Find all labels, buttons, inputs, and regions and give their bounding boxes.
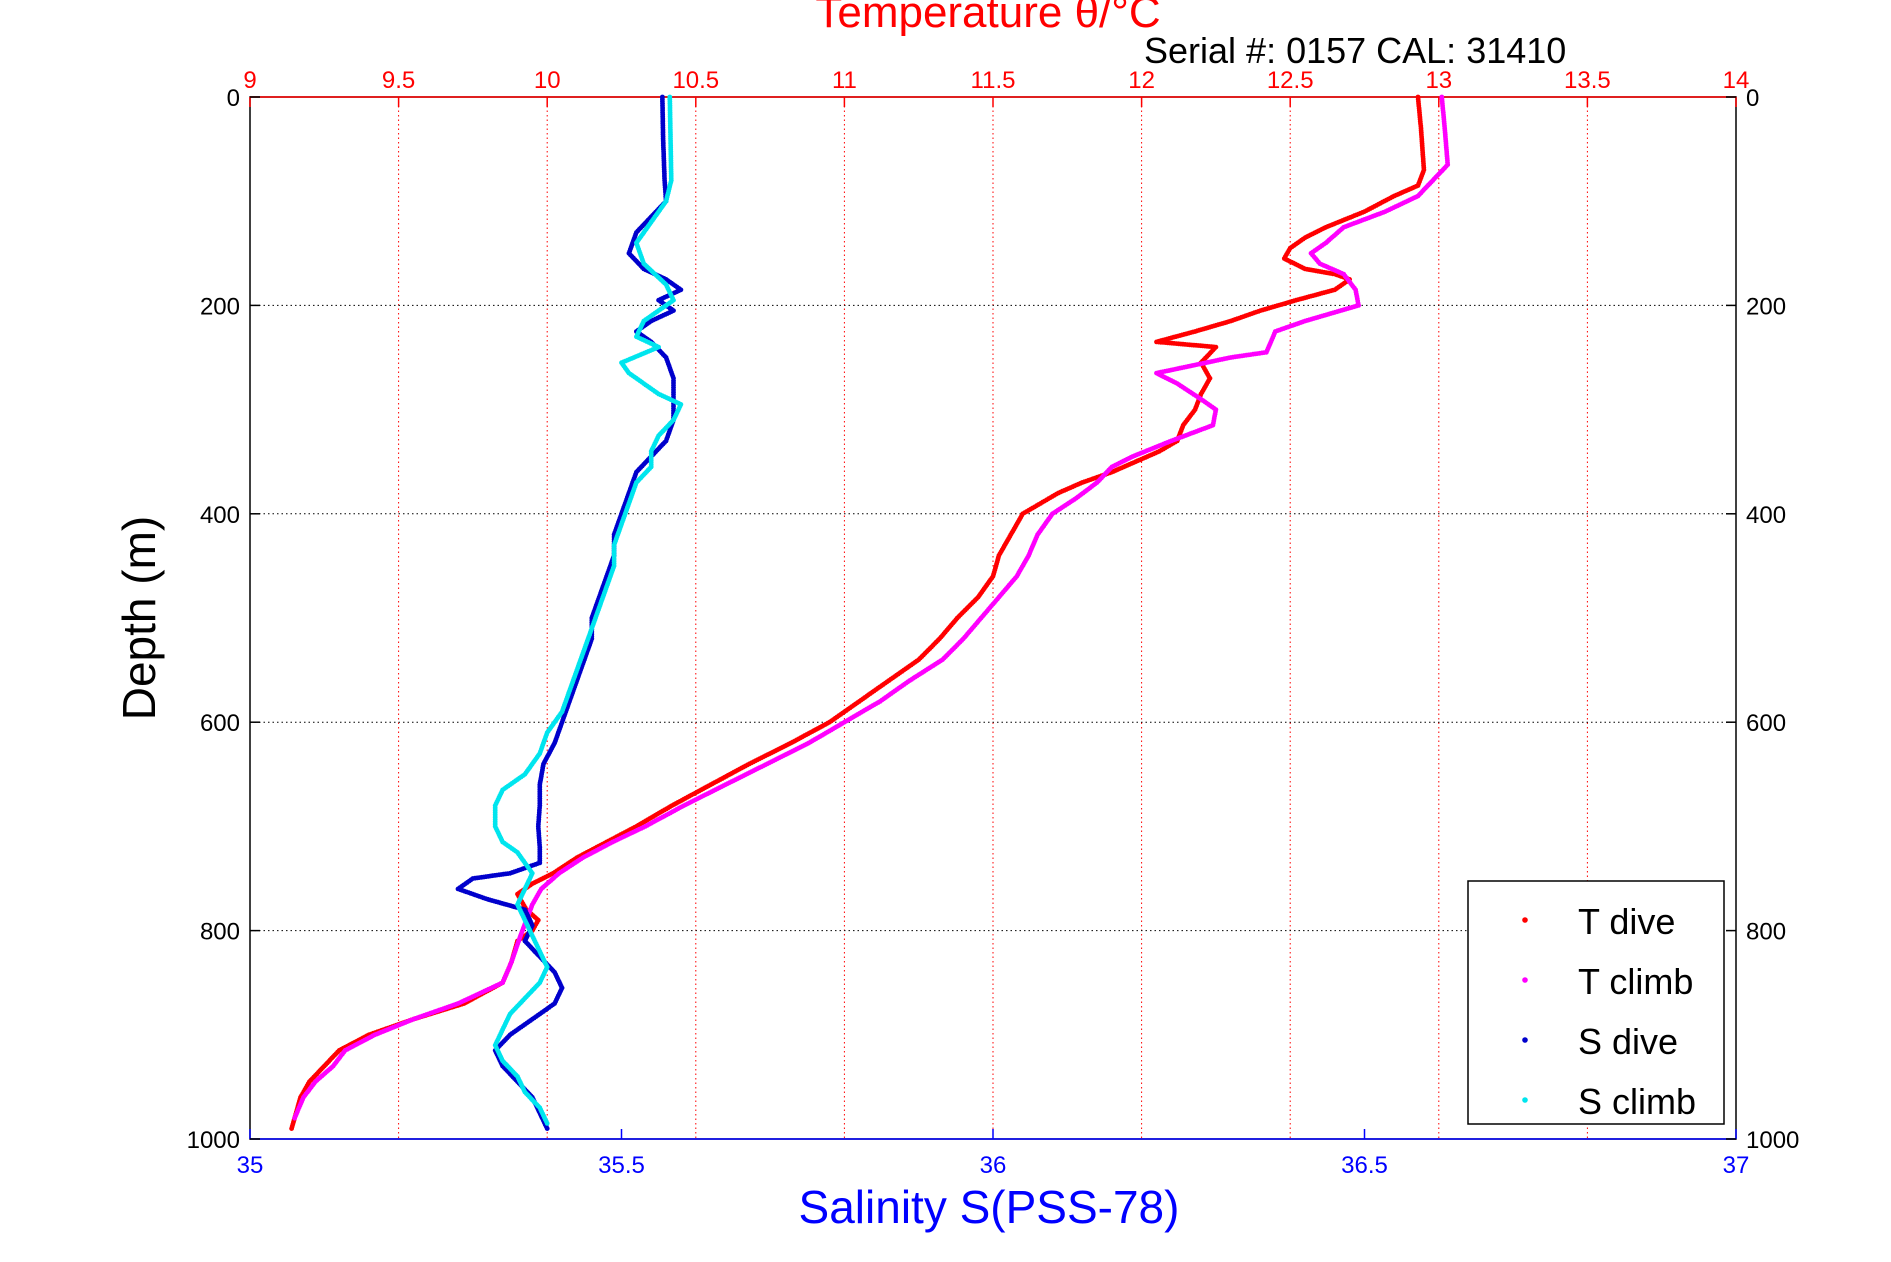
left-tick-label: 200 [200, 293, 240, 320]
right-tick-label: 600 [1746, 710, 1786, 737]
legend-marker [1522, 1037, 1528, 1043]
data-point [544, 1121, 550, 1126]
grid [250, 97, 1736, 1139]
legend-label: T climb [1578, 961, 1693, 1002]
legend-marker [1522, 1097, 1528, 1103]
legend-marker [1522, 977, 1528, 983]
bottom-tick-label: 35.5 [598, 1152, 645, 1179]
data-point [289, 1126, 294, 1131]
right-tick-label: 0 [1746, 85, 1759, 112]
right-tick-label: 200 [1746, 293, 1786, 320]
legend-item: T dive [1522, 901, 1675, 942]
bottom-tick-label: 36.5 [1341, 1152, 1388, 1179]
left-tick-label: 1000 [187, 1127, 240, 1154]
legend-label: S climb [1578, 1081, 1696, 1122]
legend-item: S dive [1522, 1021, 1678, 1062]
right-tick-label: 800 [1746, 919, 1786, 946]
top-tick-label: 9.5 [382, 67, 415, 94]
right-tick-label: 1000 [1746, 1127, 1799, 1154]
left-tick-label: 400 [200, 502, 240, 529]
legend-item: S climb [1522, 1081, 1696, 1122]
legend-item: T climb [1522, 961, 1693, 1002]
legend: T dive T climb S dive S climb [1467, 880, 1725, 1125]
top-tick-label: 13 [1425, 67, 1452, 94]
left-tick-label: 800 [200, 919, 240, 946]
left-tick-label: 600 [200, 710, 240, 737]
x-axis-bottom-label: Salinity S(PSS-78) [799, 1181, 1180, 1233]
top-tick-label: 11.5 [971, 67, 1016, 94]
data-point [544, 1126, 550, 1131]
chart-subtitle: Serial #: 0157 CAL: 31410 [1144, 30, 1566, 71]
bottom-tick-label: 35 [237, 1152, 264, 1179]
legend-box [1467, 880, 1725, 1125]
series-t-climb [292, 94, 1451, 1121]
top-tick-label: 11 [832, 67, 857, 94]
y-axis-label: Depth (m) [113, 516, 165, 720]
top-tick-label: 10.5 [672, 67, 719, 94]
top-tick-label: 9 [243, 67, 256, 94]
top-tick-label: 12.5 [1267, 67, 1314, 94]
legend-label: T dive [1578, 901, 1675, 942]
right-tick-label: 400 [1746, 502, 1786, 529]
data-series [289, 94, 1451, 1131]
series-s-climb [492, 94, 684, 1126]
data-point [292, 1115, 297, 1121]
bottom-tick-label: 37 [1723, 1152, 1750, 1179]
top-tick-label: 10 [534, 67, 561, 94]
top-tick-label: 14 [1723, 67, 1750, 94]
legend-label: S dive [1578, 1021, 1678, 1062]
chart-title: Temperature θ/°C [815, 0, 1160, 37]
top-tick-label: 13.5 [1564, 67, 1611, 94]
top-tick-label: 12 [1128, 67, 1155, 94]
legend-marker [1522, 917, 1528, 923]
bottom-tick-label: 36 [980, 1152, 1007, 1179]
axis-ticks: 9 9.5 10 10.5 11 11.5 12 12.5 13 13.5 14 35 35.5 36 36… [187, 67, 1800, 1179]
legend-items: T dive T climb S dive S climb [1522, 901, 1696, 1122]
left-tick-label: 0 [227, 85, 240, 112]
